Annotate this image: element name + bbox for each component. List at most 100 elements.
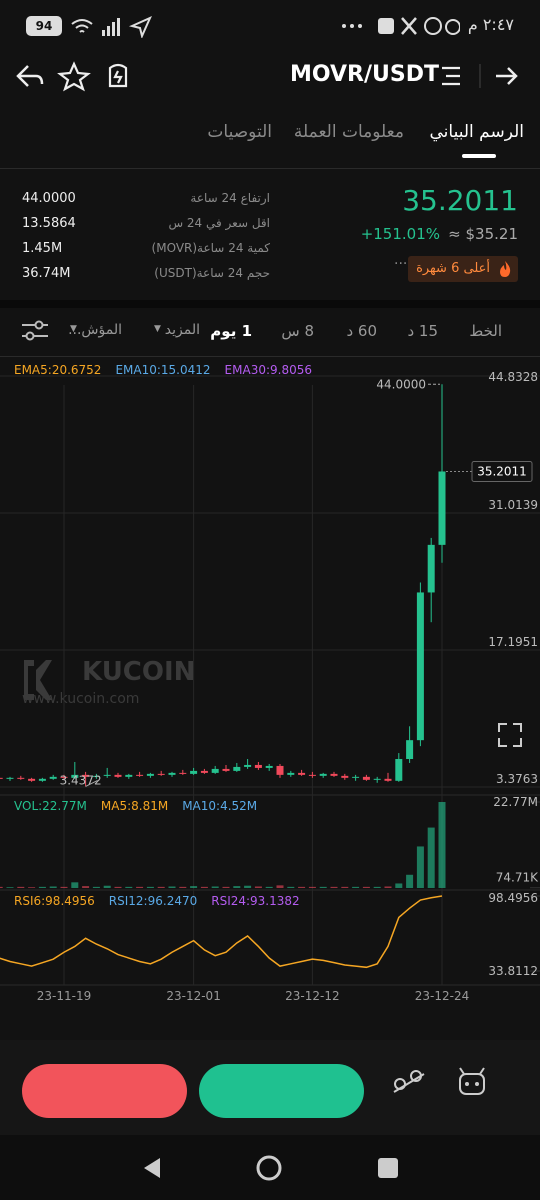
more-dots[interactable]: ··· [394,256,408,272]
candle-body [308,774,316,776]
rank-badge[interactable]: أعلى 6 شهرة [408,256,518,282]
candle-body [60,776,68,778]
candle-body [427,544,435,593]
indicator-menu[interactable]: المؤش... [68,322,122,338]
interval[interactable]: 15 د [407,322,438,340]
interval[interactable]: الخط [469,322,502,340]
candle-body [114,774,122,777]
volume-bar [6,887,14,888]
share-icon[interactable] [16,65,44,87]
pair-title[interactable]: MOVR/USDT [290,62,439,87]
rsi-line [0,895,443,969]
volume-bar [17,886,25,888]
tab[interactable]: معلومات العملة [293,122,404,142]
indicator-legend: MA5:8.81M [101,799,168,813]
nav-home[interactable] [256,1155,282,1181]
candle-body [265,765,273,768]
candle-body [416,592,424,741]
indicator-legend: VOL:22.77M [14,799,87,813]
fullscreen-icon[interactable] [498,723,522,747]
stat-label: حجم 24 ساعة(USDT) [154,266,270,280]
divider [0,168,540,169]
watermark-logo [24,660,52,700]
volume-bar [222,886,230,888]
candle-body [200,770,208,773]
battery: 94 [26,16,62,36]
candle-body [319,773,327,776]
header-menu [442,64,518,88]
volume-bar [233,886,241,888]
indicator-legend: EMA5:20.6752 [14,363,101,377]
y-tick-label: 3.3763 [496,772,538,786]
volume-bar [60,886,68,888]
volume-bar [362,886,370,888]
interval-more[interactable]: المزيد [164,322,200,338]
volume-bar [276,885,284,888]
favorite-icon[interactable] [57,61,91,92]
back-arrow[interactable] [496,67,518,85]
indicator-legend: MA10:4.52M [182,799,257,813]
y-tick-label: 31.0139 [488,498,538,512]
candle-body [6,777,14,779]
candle-body [157,773,165,775]
candle-body [49,776,57,779]
stat-label: كمية 24 ساعة(MOVR) [151,241,270,255]
indicator-legend: RSI24:93.1382 [211,894,299,908]
last-price-box [471,460,533,482]
volume-bar [373,886,381,888]
volume-bar [384,886,392,888]
candle-body [146,773,154,776]
interval-selected[interactable]: 1 يوم [210,322,252,340]
y-tick-label: 98.4956 [488,891,538,905]
clock: ٢:٤٧ م [467,15,514,34]
nav-back[interactable] [144,1158,160,1178]
candle-body [244,764,252,767]
interval[interactable]: 8 س [281,322,314,340]
candle-body [38,778,46,781]
x-tick-label: 23-12-12 [285,989,339,1003]
candle-body [71,774,79,778]
candle-body [211,768,219,773]
min-marker-line [85,779,98,787]
indicator-legend: RSI12:96.2470 [109,894,197,908]
candle-body [125,774,133,777]
tab[interactable]: التوصيات [207,122,272,142]
indicator-legend: RSI6:98.4956 [14,894,95,908]
chart: KUCOIN www.kucoin.com 23-11-19 23-12-01 23… [0,363,540,1003]
candle-body [352,776,360,778]
tab[interactable]: الرسم البياني [429,122,525,142]
stat-label: ارتفاع 24 ساعة [190,191,270,205]
volume-bar [438,802,446,888]
sell-button[interactable] [22,1064,187,1118]
volume-bar [114,886,122,888]
volume-bar [395,883,403,888]
candle-body [136,774,144,776]
alert-icon[interactable] [108,63,128,88]
x-tick-label: 23-11-19 [37,989,91,1003]
settings-icon[interactable] [22,320,48,342]
volume-bar [244,885,252,888]
candle-body [438,471,446,545]
stat-value: 13.5864 [22,216,76,231]
last-price: 35.2011 [402,184,518,217]
interval[interactable]: 60 د [346,322,377,340]
volume-bar [179,886,187,888]
candle-body [341,775,349,778]
candle-body [254,764,262,768]
volume-bar [308,886,316,888]
nav-recents[interactable] [378,1158,398,1178]
volume-bar [49,886,57,888]
y-tick-label: 33.8112 [488,964,538,978]
buy-button[interactable] [199,1064,364,1118]
y-tick-label: 74.71K [496,871,539,885]
candle-body [28,778,36,781]
volume-bar [125,886,133,888]
volume-bar [190,886,198,888]
volume-bar [200,886,208,888]
last-price-label: 35.2011 [477,464,527,478]
fire-icon [500,261,511,277]
volume-bar [416,846,424,888]
volume-bar [157,886,165,888]
status-icons [71,16,152,38]
